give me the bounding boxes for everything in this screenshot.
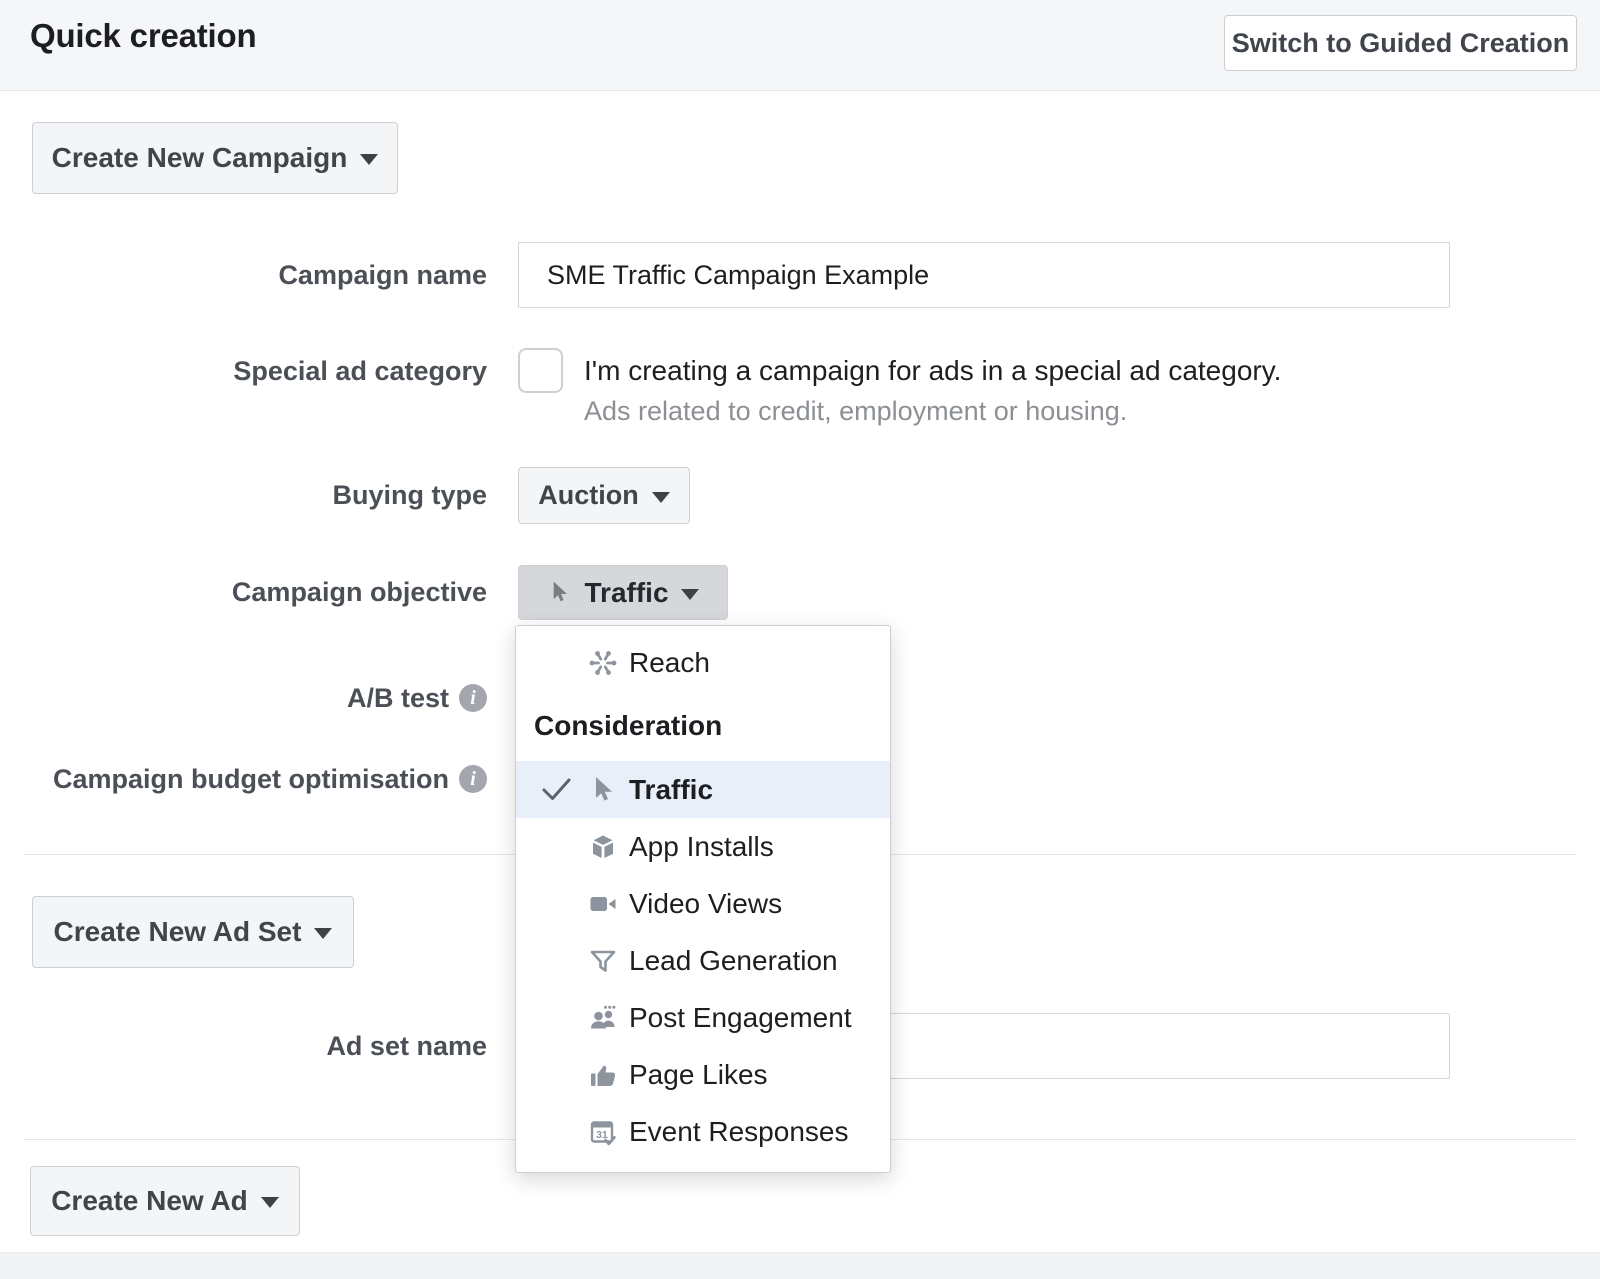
post-engagement-people-icon (586, 1003, 620, 1033)
create-new-ad-label: Create New Ad (51, 1185, 248, 1216)
objective-option-label: App Installs (629, 830, 774, 862)
objective-option-label: Post Engagement (629, 1001, 852, 1033)
page-title: Quick creation (30, 17, 257, 54)
buying-type-value: Auction (538, 480, 639, 510)
objective-section-consideration: Consideration (534, 710, 723, 741)
objective-option-video-views[interactable]: Video Views (516, 875, 890, 932)
bottom-strip (0, 1252, 1600, 1279)
svg-text:31: 31 (596, 1129, 608, 1141)
special-ad-category-checkbox-label: I'm creating a campaign for ads in a spe… (584, 355, 1282, 386)
create-new-ad-set-button[interactable]: Create New Ad Set (32, 896, 354, 968)
special-ad-category-description: Ads related to credit, employment or hou… (584, 395, 1128, 426)
buying-type-dropdown-button[interactable]: Auction (518, 467, 690, 524)
create-new-ad-button[interactable]: Create New Ad (30, 1166, 300, 1236)
traffic-cursor-icon (547, 580, 572, 605)
switch-to-guided-creation-button[interactable]: Switch to Guided Creation (1224, 15, 1577, 71)
campaign-objective-dropdown-button[interactable]: Traffic (518, 565, 728, 620)
campaign-objective-value: Traffic (584, 576, 669, 608)
info-icon[interactable]: i (459, 765, 487, 793)
page-header: Quick creation Switch to Guided Creation (0, 0, 1600, 91)
objective-option-traffic[interactable]: Traffic (516, 761, 890, 818)
event-responses-calendar-icon: 31 (586, 1117, 620, 1147)
objective-option-reach[interactable]: Reach (516, 634, 890, 691)
create-new-campaign-button[interactable]: Create New Campaign (32, 122, 398, 194)
campaign-name-label: Campaign name (278, 259, 487, 290)
objective-option-label: Lead Generation (629, 944, 838, 976)
caret-down-icon (260, 1197, 279, 1208)
create-new-ad-set-label: Create New Ad Set (53, 916, 302, 947)
traffic-cursor-icon (586, 775, 620, 805)
lead-generation-funnel-icon (586, 946, 620, 976)
objective-option-post-engagement[interactable]: Post Engagement (516, 989, 890, 1046)
objective-option-app-installs[interactable]: App Installs (516, 818, 890, 875)
objective-option-lead-generation[interactable]: Lead Generation (516, 932, 890, 989)
caret-down-icon (314, 928, 333, 939)
info-icon[interactable]: i (459, 684, 487, 712)
special-ad-category-checkbox[interactable] (518, 348, 563, 393)
page-likes-thumb-icon (586, 1060, 620, 1090)
checkmark-icon (541, 777, 586, 802)
campaign-name-input[interactable] (518, 242, 1450, 308)
app-installs-cube-icon (586, 832, 620, 862)
objective-option-event-responses[interactable]: 31 Event Responses (516, 1103, 890, 1160)
objective-option-label: Traffic (629, 773, 714, 805)
objective-option-label: Page Likes (629, 1058, 768, 1090)
caret-down-icon (680, 588, 699, 600)
create-new-campaign-label: Create New Campaign (51, 142, 348, 173)
caret-down-icon (360, 154, 379, 165)
campaign-objective-label: Campaign objective (231, 576, 487, 607)
objective-option-label: Event Responses (629, 1115, 849, 1147)
ab-test-label: A/B test i (0, 678, 487, 718)
caret-down-icon (651, 491, 670, 503)
switch-to-guided-creation-label: Switch to Guided Creation (1231, 27, 1570, 58)
objective-option-label: Reach (629, 646, 710, 678)
objective-option-label: Video Views (629, 887, 783, 919)
reach-icon (586, 648, 620, 678)
video-views-camera-icon (586, 889, 620, 919)
campaign-budget-optimisation-label: Campaign budget optimisation i (0, 759, 487, 799)
special-ad-category-label: Special ad category (233, 355, 487, 386)
objective-option-page-likes[interactable]: Page Likes (516, 1046, 890, 1103)
campaign-objective-dropdown: Reach Consideration Traffic App Installs Vid… (515, 625, 891, 1173)
buying-type-label: Buying type (332, 479, 487, 510)
ad-set-name-label: Ad set name (326, 1030, 487, 1061)
